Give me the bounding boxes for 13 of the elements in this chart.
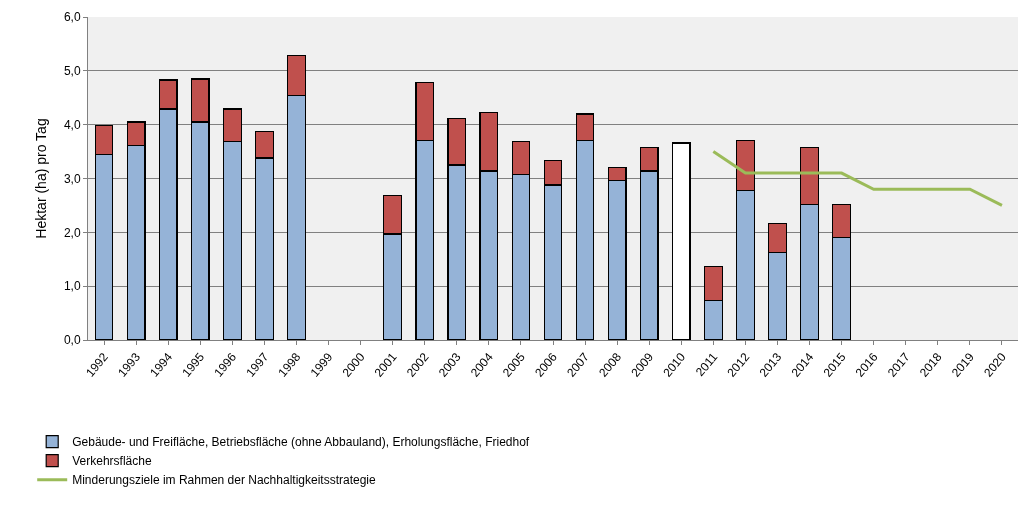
y-tick-label: 3,0	[63, 171, 81, 186]
y-tick-label: 1,0	[63, 279, 81, 294]
y-tick-label: 2,0	[63, 225, 81, 240]
y-tick-label: 0,0	[63, 333, 81, 348]
bar	[671, 142, 691, 340]
legend-label: Minderungsziele im Rahmen der Nachhaltigkeitsstrategie	[72, 473, 377, 488]
y-axis-title: Hektar (ha) pro Tag	[32, 118, 49, 239]
legend-label: Verkehrsfläche	[72, 454, 152, 469]
legend-label: Gebäude- und Freifläche, Betriebsfläche (ohne Abbauland), Erholungsfläche, Friedhof	[72, 435, 530, 450]
y-tick-label: 4,0	[63, 117, 81, 132]
y-tick-label: 5,0	[63, 64, 81, 79]
y-tick-label: 6,0	[63, 10, 81, 25]
line-series	[711, 150, 1004, 207]
